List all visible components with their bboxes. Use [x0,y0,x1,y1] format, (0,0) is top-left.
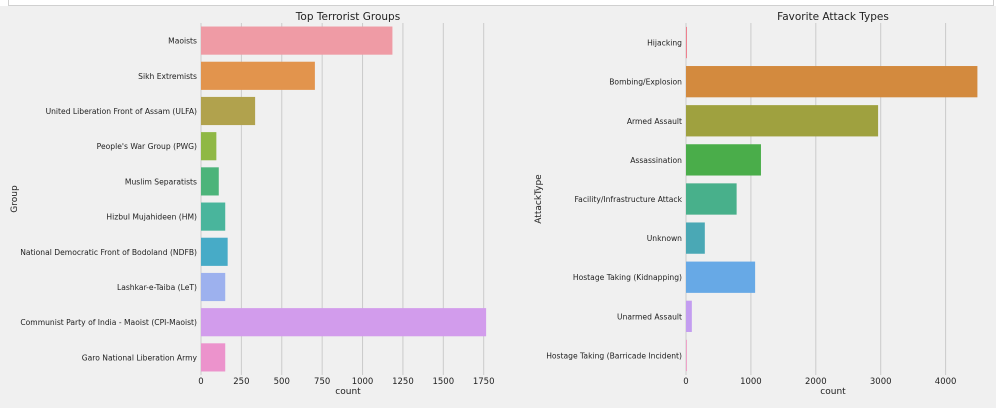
x-tick-label: 4000 [935,377,957,387]
category-label: Lashkar-e-Taiba (LeT) [117,283,197,292]
category-label: People's War Group (PWG) [97,142,197,151]
bar-maoists [201,26,393,55]
chart-top-terrorist-groups: Maoists Sikh Extremists United Liberation … [10,11,495,397]
category-label: Muslim Separatists [125,177,197,186]
bar-sikh-extremists [201,61,315,90]
x-tick-label: 2000 [805,377,827,387]
bar-bombing-explosion [686,66,978,98]
bar-assassination [686,144,761,176]
category-label: National Democratic Front of Bodoland (N… [20,248,197,257]
y-axis-label-attack-types: AttackType [534,174,544,224]
category-label: United Liberation Front of Assam (ULFA) [46,107,197,116]
category-labels-groups: Maoists Sikh Extremists United Liberation … [20,37,197,363]
category-label: Armed Assault [627,117,682,126]
y-axis-label-groups: Group [10,185,20,213]
category-label: Communist Party of India - Maoist (CPI-M… [20,318,197,327]
bar-united-liberation-front-of-assam-ulfa [201,96,256,126]
bar-hizbul-mujahideen-hm [201,202,226,231]
bar-unknown [686,222,705,254]
x-tick-label: 1500 [432,377,454,387]
category-label: Hijacking [647,39,682,48]
bar-facility-infrastructure-attack [686,183,737,215]
x-tick-labels-attack-types: 0 1000 2000 3000 4000 [683,377,956,387]
bar-national-democratic-front-of-bodoland-ndfb [201,237,228,266]
category-label: Unknown [647,234,682,243]
category-label: Bombing/Explosion [609,78,682,87]
bars-attack-types [686,26,978,372]
bar-hostage-taking-barricade-incident [686,339,687,372]
chart-title-attack-types: Favorite Attack Types [777,11,889,23]
x-tick-label: 1000 [352,377,374,387]
category-label: Facility/Infrastructure Attack [575,195,683,204]
x-tick-label: 250 [233,377,249,387]
category-label: Garo National Liberation Army [82,353,198,362]
x-tick-label: 3000 [870,377,892,387]
bars-groups [201,26,487,372]
chart-favorite-attack-types: Hijacking Bombing/Explosion Armed Assault A… [534,11,980,397]
x-tick-label: 0 [198,377,203,387]
category-label: Hostage Taking (Barricade Incident) [546,351,682,360]
category-label: Sikh Extremists [138,72,197,81]
category-label: Maoists [168,37,197,46]
x-tick-label: 0 [683,377,688,387]
bar-garo-national-liberation-army [201,343,226,372]
x-tick-label: 500 [274,377,290,387]
bar-lashkar-e-taiba-let [201,272,226,302]
x-tick-label: 1750 [473,377,495,387]
category-label: Hostage Taking (Kidnapping) [573,273,682,282]
bar-muslim-separatists [201,167,219,196]
x-tick-label: 1000 [740,377,762,387]
x-tick-label: 1250 [392,377,414,387]
chart-title-groups: Top Terrorist Groups [295,11,400,23]
x-tick-label: 750 [314,377,330,387]
category-label: Assassination [630,156,682,165]
x-axis-label-attack-types: count [820,387,846,397]
x-axis-label-groups: count [335,387,361,397]
bar-communist-party-of-india-maoist-cpi-maoist [201,308,487,337]
bar-hostage-taking-kidnapping [686,261,756,293]
category-label: Hizbul Mujahideen (HM) [106,213,197,222]
category-label: Unarmed Assault [617,312,682,321]
x-tick-labels-groups: 0 250 500 750 1000 1250 1500 1750 [198,377,494,387]
bar-people-s-war-group-pwg [201,132,217,161]
bar-unarmed-assault [686,300,692,332]
bar-hijacking [686,26,687,59]
category-labels-attack-types: Hijacking Bombing/Explosion Armed Assault A… [546,39,682,361]
bar-armed-assault [686,105,879,137]
cell-output-border [8,0,994,6]
